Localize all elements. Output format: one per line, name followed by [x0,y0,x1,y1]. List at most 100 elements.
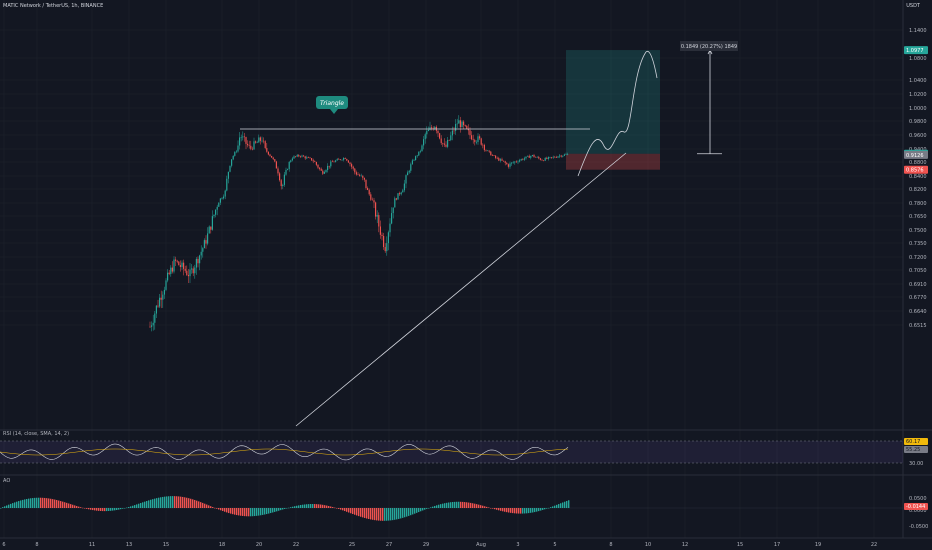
candle-body [322,170,324,174]
ao-bar [276,508,278,512]
ao-bar [222,508,224,512]
candle-body [187,274,189,277]
candle-body [285,169,287,175]
candle-body [519,160,521,162]
ao-bar [280,508,282,511]
candle-body [333,161,335,163]
position-loss-zone [566,153,660,170]
candle-body [403,183,405,191]
ao-bar [48,498,50,508]
ao-bar [290,507,292,508]
ao-indicator-title[interactable]: AO [3,478,11,484]
rsi-indicator-title[interactable]: RSI (14, close, SMA, 14, 2) [3,431,70,437]
ao-bar [146,501,148,508]
ao-bar [170,496,172,508]
ao-bar [144,501,146,508]
candle-body [533,155,535,157]
ao-bar [314,504,316,508]
ao-bar [242,508,244,516]
candle-body [437,130,439,134]
candle-body [424,134,426,140]
ao-bar [122,508,124,509]
ao-bar [264,508,266,515]
ao-bar [176,496,178,508]
ao-bar [224,508,226,512]
candle-body [290,160,292,162]
ao-bar [94,508,96,511]
ao-bar [102,508,104,512]
ao-bar [372,508,374,520]
candle-body [376,215,378,217]
candle-body [512,162,514,164]
candle-body [469,130,471,136]
candle-body [239,137,241,146]
candle-body [507,164,509,167]
candle-body [423,139,425,146]
ao-bar [192,499,194,508]
ao-bar [356,508,358,516]
candle-body [307,157,309,158]
ao-bar [106,508,108,512]
ao-bar [162,496,164,508]
candle-body [168,272,170,274]
candle-body [535,156,537,158]
candle-body [368,190,370,195]
ao-bar [266,508,268,515]
ao-bar [164,496,166,508]
ao-bar [390,508,392,521]
ao-bar [470,502,472,508]
candle-body [211,216,213,230]
ao-bar [514,508,516,514]
ao-bar [332,507,334,508]
triangle-callout: Triangle [316,96,348,114]
candle-body [459,120,461,128]
candle-body [511,162,513,164]
ao-bar [392,508,394,521]
candle-body [264,141,266,149]
ao-bar [108,508,110,511]
ao-bar [352,508,354,515]
ao-bar [308,504,310,508]
ao-bar [80,507,82,508]
candle-body [461,121,463,128]
time-tick-label: 29 [423,542,429,548]
candle-body [456,123,458,125]
ao-bar [184,497,186,508]
rsi-level-30: 30.00 [909,461,923,467]
candle-body [394,198,396,208]
ao-bar [474,503,476,508]
ascending-trendline [295,152,627,427]
price-tick-label: 0.6640 [909,309,927,315]
ao-bar [84,508,86,509]
ao-bar [542,508,544,510]
ao-tick-top: 0.0500 [909,496,927,502]
candle-body [565,154,567,155]
candle-body [229,165,231,172]
candle-body [391,213,393,224]
triangle-label-box [316,96,348,109]
candle-body [179,265,181,267]
ao-bar [254,508,256,517]
candle-body [275,161,277,169]
ao-bar [196,500,198,508]
candle-body [413,160,415,161]
time-tick-label: 8 [609,542,612,548]
time-tick-label: 6 [2,542,5,548]
candle-body [453,130,455,132]
candle-body [447,139,449,147]
ao-bar [38,497,40,508]
candle-body [255,141,257,143]
price-tick-label: 0.7800 [909,201,927,207]
ao-bar [110,508,112,511]
candle-body [450,135,452,141]
price-tick-label: 0.8400 [909,174,927,180]
candle-body [306,157,308,159]
price-badge: 1.0977 [906,48,924,54]
ao-bar [200,502,202,508]
ao-pane: 0.0500 0.0000 -0.0500 -0.0144 [0,496,928,530]
price-tick-label: 0.9600 [909,133,927,139]
symbol-title[interactable]: MATIC Network / TetherUS, 1h, BINANCE [3,3,104,9]
ao-bar [50,498,52,508]
candle-body [410,164,412,171]
